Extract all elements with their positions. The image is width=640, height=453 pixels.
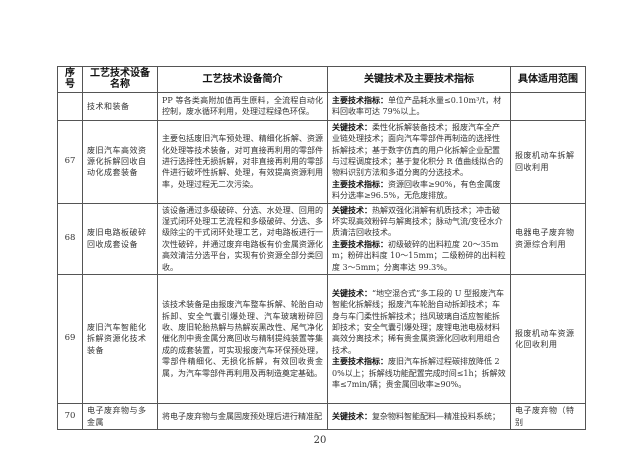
table-row: 67 废旧汽车高效资源化拆解回收自动化成套装备 主要包括废旧汽车预处理、精细化拆解、… (57, 119, 586, 204)
equipment-name: 电子废弃物与多金属 (82, 403, 158, 430)
table-row: 68 废旧电路板破碎回收成套设备 该设备通过多级破碎、分选、水处理、回用的湿式闭环处… (57, 202, 586, 276)
key-tech-label: 关键技术： (332, 287, 372, 298)
indicator-label: 主要技术指标： (332, 178, 388, 189)
header-intro: 工艺技术设备简介 (157, 66, 328, 93)
key-tech-cell: 关键技术：“地空混合式”多工段的 U 型报废汽车智能化拆解线；报废汽车轮胎自动拆… (327, 274, 511, 405)
equipment-name: 废旧汽车智能化拆解资源化技术装备 (82, 274, 158, 405)
equipment-intro: 该技术装备是由报废汽车整车拆解、轮胎自动拆卸、安全气囊引爆处理、汽车玻璃粉碎回收… (157, 274, 328, 405)
key-tech-label: 关键技术： (332, 204, 372, 215)
equipment-intro: 该设备通过多级破碎、分选、水处理、回用的湿式闭环处理工艺流程和多级破碎、分选、多… (157, 202, 328, 276)
indicator-text: 初级破碎的出料粒度 20～35mm；粉碎出料度 10～15mm；二级粉碎的出料粒… (332, 239, 506, 272)
scope: 报废机动车资源化回收利用 (510, 274, 586, 405)
equipment-name: 废旧电路板破碎回收成套设备 (82, 202, 158, 276)
header-key-tech: 关键技术及主要技术指标 (327, 66, 511, 93)
technology-table: 序号 工艺技术设备名称 工艺技术设备简介 关键技术及主要技术指标 具体适用范围 … (57, 66, 586, 430)
indicator-text: 资源回收率≥90%，有色金属废料分选率≥96.5%，无危废排放。 (332, 179, 501, 201)
equipment-intro: PP 等各类高附加值再生原料，全流程自动化控制，废水循环利用，处理过程绿色环保。 (157, 91, 328, 121)
indicator-text: 单位产品耗水量≤0.10m³/t，材料回收率可达 79%以上。 (332, 95, 502, 117)
table-row: 70 电子废弃物与多金属 将电子废弃物与金属固废预处理后进行精准配 关键技术：复杂物料… (57, 403, 586, 430)
table-header-row: 序号 工艺技术设备名称 工艺技术设备简介 关键技术及主要技术指标 具体适用范围 (57, 66, 586, 93)
key-tech-text: “地空混合式”多工段的 U 型报废汽车智能化拆解线；报废汽车轮胎自动拆卸技术；车… (332, 288, 505, 355)
scope: 报废机动车拆解回收利用 (510, 119, 586, 204)
equipment-name: 技术和装备 (82, 91, 158, 121)
indicator-label: 主要技术指标： (332, 356, 388, 367)
row-number: 67 (57, 119, 83, 204)
equipment-intro: 主要包括废旧汽车预处理、精细化拆解、资源化处理等技术装备，对可直接再利用的零部件… (157, 119, 328, 204)
key-tech-cell: 关键技术：复杂物料智能配料—精准投料系统； (327, 403, 511, 430)
key-tech-cell: 关键技术：柔性化拆解装备技术；报废汽车全产业链处理技术；面向汽车零部件再制造的选… (327, 119, 511, 204)
row-number: 69 (57, 274, 83, 405)
scope (510, 91, 586, 121)
table-row: 69 废旧汽车智能化拆解资源化技术装备 该技术装备是由报废汽车整车拆解、轮胎自动拆卸… (57, 274, 586, 405)
key-tech-text: 热解双强化消解有机质技术；冲击破坏实现高效粉碎与解离技术；脉动气流/变径水介质清… (332, 205, 503, 238)
key-tech-cell: 主要技术指标：单位产品耗水量≤0.10m³/t，材料回收率可达 79%以上。 (327, 91, 511, 121)
header-name: 工艺技术设备名称 (82, 66, 158, 93)
indicator-text: 废旧汽车拆解过程碳排放降低 20%以上；拆解线功能配置完成时间≤1h；拆解效率≤… (332, 357, 506, 390)
scope: 电器电子废弃物资源综合利用 (510, 202, 586, 276)
row-number (57, 91, 83, 121)
header-scope: 具体适用范围 (510, 66, 586, 93)
page-number: 20 (313, 435, 327, 446)
key-tech-text: 柔性化拆解装备技术；报废汽车全产业链处理技术；面向汽车零部件再制造的选择性拆解技… (332, 122, 504, 178)
equipment-intro: 将电子废弃物与金属固废预处理后进行精准配 (157, 403, 328, 430)
table-row: 技术和装备 PP 等各类高附加值再生原料，全流程自动化控制，废水循环利用，处理过程… (57, 91, 586, 121)
indicator-label: 主要技术指标： (332, 94, 388, 105)
row-number: 70 (57, 403, 83, 430)
indicator-label: 主要技术指标： (332, 238, 388, 249)
header-seq: 序号 (57, 66, 83, 93)
row-number: 68 (57, 202, 83, 276)
scope: 电子废弃物（特别 (510, 403, 586, 430)
equipment-name: 废旧汽车高效资源化拆解回收自动化成套装备 (82, 119, 158, 204)
key-tech-cell: 关键技术：热解双强化消解有机质技术；冲击破坏实现高效粉碎与解离技术；脉动气流/变… (327, 202, 511, 276)
key-tech-text: 复杂物料智能配料—精准投料系统； (372, 411, 500, 421)
key-tech-label: 关键技术： (332, 410, 372, 421)
key-tech-label: 关键技术： (332, 121, 372, 132)
